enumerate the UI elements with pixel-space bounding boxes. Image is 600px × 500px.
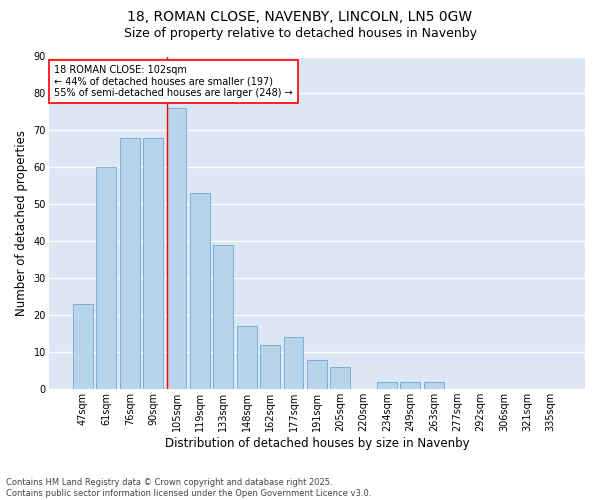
Text: Size of property relative to detached houses in Navenby: Size of property relative to detached ho… [124, 28, 476, 40]
Bar [330, 367, 350, 389]
Bar [120, 138, 140, 389]
Text: 18, ROMAN CLOSE, NAVENBY, LINCOLN, LN5 0GW: 18, ROMAN CLOSE, NAVENBY, LINCOLN, LN5 0… [127, 10, 473, 24]
Bar [237, 326, 257, 389]
Bar [167, 108, 187, 389]
X-axis label: Distribution of detached houses by size in Navenby: Distribution of detached houses by size … [164, 437, 469, 450]
Bar [400, 382, 421, 389]
Bar [97, 168, 116, 389]
Bar [307, 360, 327, 389]
Y-axis label: Number of detached properties: Number of detached properties [15, 130, 28, 316]
Bar [424, 382, 444, 389]
Text: Contains HM Land Registry data © Crown copyright and database right 2025.
Contai: Contains HM Land Registry data © Crown c… [6, 478, 371, 498]
Bar [214, 245, 233, 389]
Bar [190, 194, 210, 389]
Bar [143, 138, 163, 389]
Text: 18 ROMAN CLOSE: 102sqm
← 44% of detached houses are smaller (197)
55% of semi-de: 18 ROMAN CLOSE: 102sqm ← 44% of detached… [54, 65, 293, 98]
Bar [377, 382, 397, 389]
Bar [73, 304, 93, 389]
Bar [260, 345, 280, 389]
Bar [284, 338, 304, 389]
